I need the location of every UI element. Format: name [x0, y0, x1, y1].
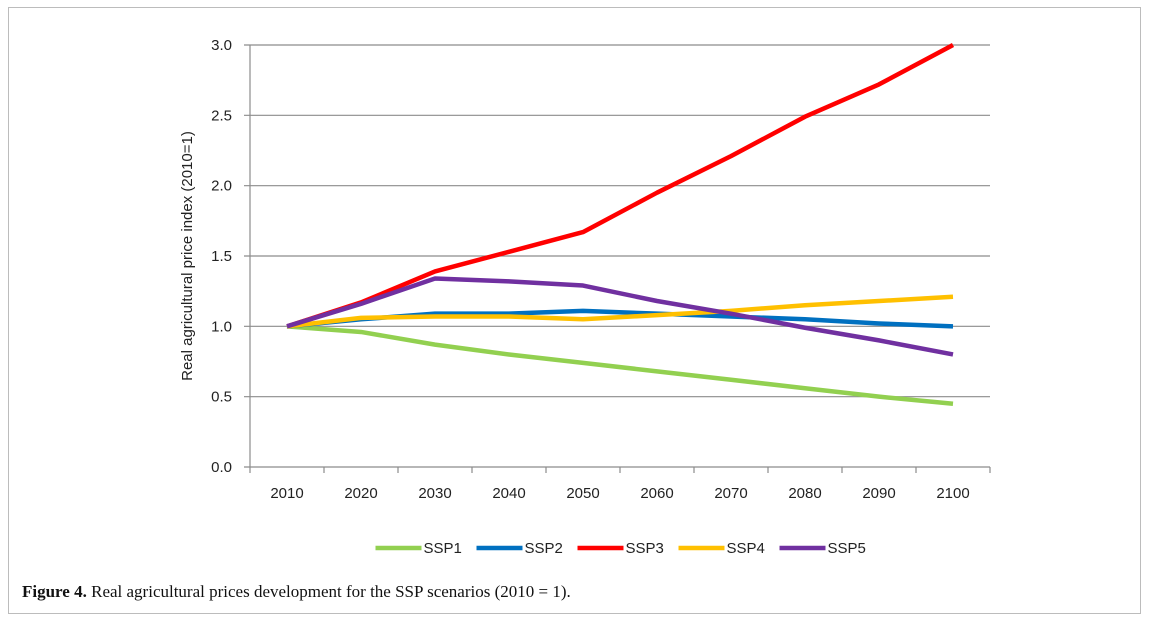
x-tick-2030: 2030 [418, 485, 451, 502]
y-tick-2.0: 2.0 [211, 178, 232, 195]
y-tick-1.0: 1.0 [211, 318, 232, 335]
grid-lines [244, 44, 991, 473]
y-tick-0.5: 0.5 [211, 389, 232, 406]
legend-label-ssp5: SSP5 [828, 540, 866, 557]
series-line-ssp3 [286, 43, 955, 329]
legend: SSP1 SSP2 SSP3 SSP4 SSP5 [375, 540, 866, 557]
x-tick-2050: 2050 [566, 485, 599, 502]
legend-label-ssp3: SSP3 [626, 540, 664, 557]
x-tick-2070: 2070 [714, 485, 747, 502]
series-lines [286, 43, 955, 406]
y-tick-1.5: 1.5 [211, 248, 232, 265]
x-tick-2100: 2100 [936, 485, 969, 502]
y-tick-2.5: 2.5 [211, 107, 232, 124]
x-tick-2060: 2060 [640, 485, 673, 502]
y-tick-3.0: 3.0 [211, 37, 232, 54]
legend-label-ssp1: SSP1 [424, 540, 462, 557]
series-line-ssp1 [286, 324, 954, 406]
x-tick-labels: 2010 2020 2030 2040 2050 2060 2070 2080 2090 2100 [270, 485, 969, 502]
figure-caption: Figure 4. Real agricultural prices devel… [22, 582, 571, 602]
caption-text: Real agricultural prices development for… [86, 582, 571, 601]
x-tick-2040: 2040 [492, 485, 525, 502]
x-tick-2090: 2090 [862, 485, 895, 502]
legend-label-ssp2: SSP2 [525, 540, 563, 557]
series-line-ssp4 [286, 294, 954, 329]
y-tick-0.0: 0.0 [211, 459, 232, 476]
series-line-ssp5 [286, 276, 954, 357]
legend-label-ssp4: SSP4 [727, 540, 765, 557]
caption-label: Figure 4. [22, 582, 87, 601]
x-tick-2020: 2020 [344, 485, 377, 502]
x-tick-2010: 2010 [270, 485, 303, 502]
x-tick-2080: 2080 [788, 485, 821, 502]
y-tick-labels: 0.0 0.5 1.0 1.5 2.0 2.5 3.0 [211, 37, 232, 476]
y-axis-title: Real agricultural price index (2010=1) [179, 131, 196, 381]
